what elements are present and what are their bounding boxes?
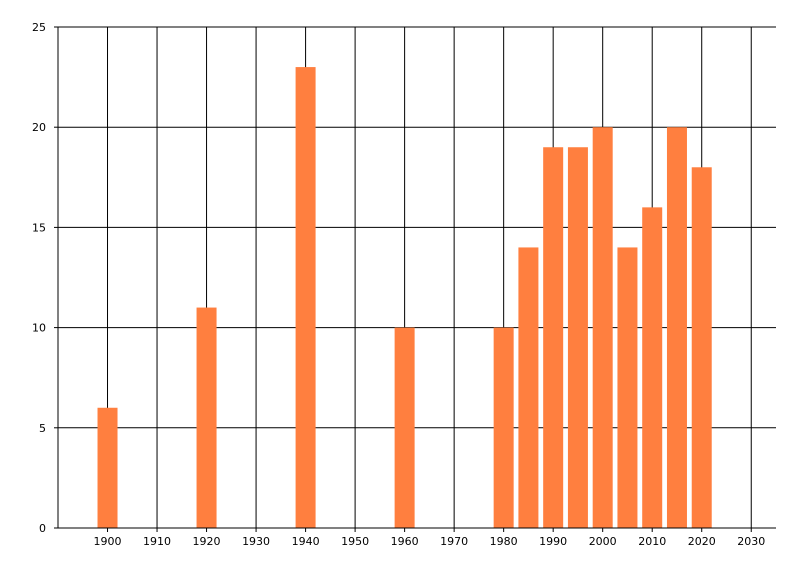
x-tick-label: 1940 xyxy=(292,535,320,548)
x-tick-label: 1910 xyxy=(143,535,171,548)
x-tick-label: 1990 xyxy=(539,535,567,548)
bar xyxy=(97,407,118,528)
x-tick-label: 1930 xyxy=(242,535,270,548)
bar xyxy=(394,327,415,528)
bar xyxy=(567,147,588,529)
bars xyxy=(97,67,712,529)
x-tick-label: 1970 xyxy=(440,535,468,548)
bar xyxy=(493,327,514,528)
x-tick-label: 1950 xyxy=(341,535,369,548)
bar xyxy=(196,307,217,528)
x-tick-label: 1960 xyxy=(391,535,419,548)
x-tick-labels: 1900 1910 1920 1930 1940 1950 1960 1970 1980 1990… xyxy=(94,535,766,548)
y-tick-label: 10 xyxy=(32,322,46,335)
bar xyxy=(543,147,564,529)
x-tick-label: 2010 xyxy=(638,535,666,548)
x-tick-label: 2000 xyxy=(589,535,617,548)
y-tick-label: 20 xyxy=(32,121,46,134)
axes xyxy=(54,26,776,532)
bar xyxy=(518,247,539,528)
bar xyxy=(691,167,712,528)
x-tick-label: 1920 xyxy=(193,535,221,548)
y-tick-labels: 0 5 10 15 20 25 xyxy=(32,21,46,535)
x-tick-label: 2020 xyxy=(688,535,716,548)
x-tick-label: 1900 xyxy=(94,535,122,548)
y-tick-label: 0 xyxy=(39,522,46,535)
y-tick-label: 25 xyxy=(32,21,46,34)
bar xyxy=(592,127,613,528)
y-tick-label: 5 xyxy=(39,422,46,435)
x-tick-label: 2030 xyxy=(737,535,765,548)
bar xyxy=(666,127,687,528)
bar xyxy=(642,207,663,529)
bar xyxy=(617,247,638,528)
bar xyxy=(295,67,316,528)
y-tick-label: 15 xyxy=(32,221,46,234)
x-tick-label: 1980 xyxy=(490,535,518,548)
